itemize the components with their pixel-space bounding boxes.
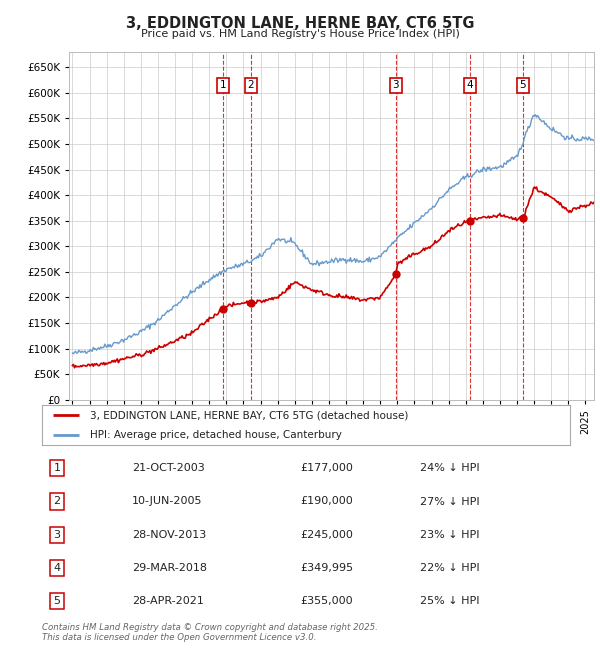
Text: 28-NOV-2013: 28-NOV-2013 [132, 530, 206, 540]
Text: 4: 4 [53, 563, 61, 573]
Text: HPI: Average price, detached house, Canterbury: HPI: Average price, detached house, Cant… [89, 430, 341, 440]
Text: 3: 3 [53, 530, 61, 540]
Text: 29-MAR-2018: 29-MAR-2018 [132, 563, 207, 573]
Text: 5: 5 [520, 80, 526, 90]
Text: 25% ↓ HPI: 25% ↓ HPI [420, 596, 479, 606]
Text: 10-JUN-2005: 10-JUN-2005 [132, 497, 203, 506]
Text: 1: 1 [220, 80, 226, 90]
Text: 2: 2 [248, 80, 254, 90]
Text: 2: 2 [53, 497, 61, 506]
Text: Contains HM Land Registry data © Crown copyright and database right 2025.
This d: Contains HM Land Registry data © Crown c… [42, 623, 378, 642]
Text: 3: 3 [392, 80, 399, 90]
Text: £190,000: £190,000 [300, 497, 353, 506]
Text: 1: 1 [53, 463, 61, 473]
Text: 3, EDDINGTON LANE, HERNE BAY, CT6 5TG (detached house): 3, EDDINGTON LANE, HERNE BAY, CT6 5TG (d… [89, 410, 408, 420]
Text: £177,000: £177,000 [300, 463, 353, 473]
Text: 24% ↓ HPI: 24% ↓ HPI [420, 463, 479, 473]
Text: 23% ↓ HPI: 23% ↓ HPI [420, 530, 479, 540]
Text: £349,995: £349,995 [300, 563, 353, 573]
Text: 22% ↓ HPI: 22% ↓ HPI [420, 563, 479, 573]
Text: £355,000: £355,000 [300, 596, 353, 606]
Text: 5: 5 [53, 596, 61, 606]
Text: 21-OCT-2003: 21-OCT-2003 [132, 463, 205, 473]
Text: Price paid vs. HM Land Registry's House Price Index (HPI): Price paid vs. HM Land Registry's House … [140, 29, 460, 39]
Text: 4: 4 [467, 80, 473, 90]
Text: 3, EDDINGTON LANE, HERNE BAY, CT6 5TG: 3, EDDINGTON LANE, HERNE BAY, CT6 5TG [126, 16, 474, 31]
Text: 28-APR-2021: 28-APR-2021 [132, 596, 204, 606]
Text: 27% ↓ HPI: 27% ↓ HPI [420, 497, 479, 506]
Text: £245,000: £245,000 [300, 530, 353, 540]
